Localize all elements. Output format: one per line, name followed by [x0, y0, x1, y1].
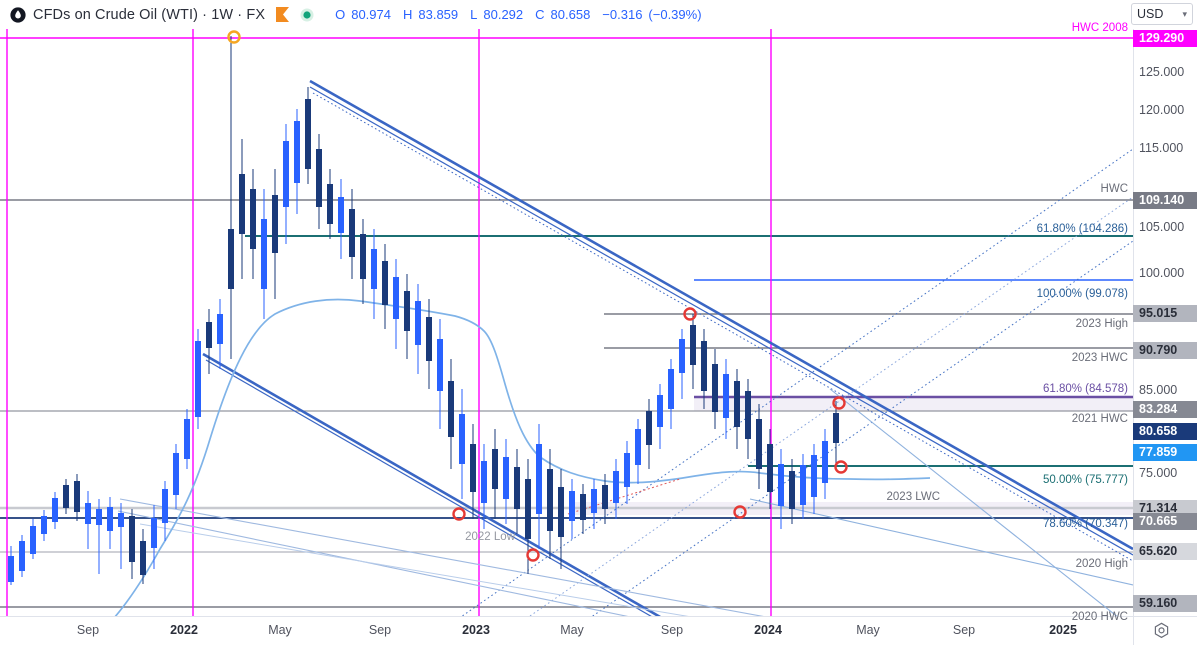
- vertical-separator-lines: [6, 29, 772, 616]
- pivot-markers: [227, 30, 848, 562]
- price-label: 95.015: [1133, 305, 1197, 322]
- price-label: 120.000: [1139, 103, 1185, 117]
- hwc-label: HWC: [1100, 183, 1128, 195]
- time-label: 2023: [462, 623, 490, 637]
- ohlc-change: −0.316: [602, 7, 643, 22]
- chevron-down-icon: ▾: [1182, 8, 1187, 19]
- horizontal-level-lines: [0, 37, 1133, 608]
- price-label: 75.000: [1139, 466, 1178, 480]
- price-axis[interactable]: 129.290 125.000 120.000 115.000 109.140 105.0…: [1133, 29, 1197, 616]
- lwc-2023-label: 2023 LWC: [886, 491, 940, 503]
- fib-5000-75: 50.00% (75.777): [1042, 474, 1128, 486]
- candlestick-series: [8, 36, 839, 585]
- time-label: May: [856, 623, 880, 637]
- price-label: 105.000: [1139, 220, 1185, 234]
- fib-10000-99: 100.00% (99.078): [1036, 288, 1128, 300]
- time-label: Sep: [952, 623, 976, 637]
- high-2023-label: 2023 High: [1075, 318, 1128, 330]
- chart-canvas: [0, 29, 1133, 616]
- price-label: 115.000: [1139, 141, 1184, 155]
- time-axis-separator: [1133, 617, 1134, 645]
- hwc-2008-label: HWC 2008: [1071, 22, 1128, 34]
- fib-6180-104: 61.80% (104.286): [1036, 223, 1128, 235]
- fx-orange-icon[interactable]: [276, 7, 290, 22]
- crude-oil-drop-icon: [10, 6, 26, 23]
- chart-plot-area[interactable]: [0, 29, 1133, 616]
- ohlc-readout: O 80.974 H 83.859 L 80.292 C 80.658 −0.316 (−0.39…: [335, 7, 707, 22]
- currency-selector-value: USD: [1137, 7, 1164, 21]
- time-label: 2022: [170, 623, 198, 637]
- time-label: May: [560, 623, 584, 637]
- fib-7860-70: 78.60% (70.347): [1042, 518, 1128, 530]
- hwc-2020-label: 2020 HWC: [1071, 611, 1128, 623]
- price-label: 65.620: [1133, 543, 1197, 560]
- price-label: 100.000: [1139, 266, 1185, 280]
- hwc-2021-label: 2021 HWC: [1071, 413, 1128, 425]
- ohlc-low: L 80.292: [470, 7, 524, 22]
- price-label: 77.859: [1133, 444, 1197, 461]
- red-dotted-trend: [567, 478, 681, 515]
- currency-selector[interactable]: USD ▾: [1131, 3, 1193, 25]
- price-label: 71.314: [1133, 500, 1197, 517]
- symbol-title[interactable]: CFDs on Crude Oil (WTI) · 1W · FX: [33, 6, 266, 23]
- price-label: 83.284: [1133, 401, 1197, 418]
- descending-channel[interactable]: [202, 79, 1133, 616]
- fib-6180-84: 61.80% (84.578): [1042, 383, 1128, 395]
- price-label: 85.000: [1139, 383, 1178, 397]
- time-axis[interactable]: Sep 2022 May Sep 2023 May Sep 2024 May Sep 2025: [0, 616, 1197, 645]
- time-label: 2025: [1049, 623, 1077, 637]
- ohlc-open: O 80.974: [335, 7, 391, 22]
- chart-header-bar: CFDs on Crude Oil (WTI) · 1W · FX O 80.97…: [0, 0, 1197, 29]
- price-label: 80.658: [1133, 423, 1197, 440]
- moving-average-line: [114, 298, 931, 616]
- chart-settings-icon[interactable]: [1152, 622, 1171, 645]
- hwc-2023-label: 2023 HWC: [1071, 352, 1128, 364]
- ohlc-high: H 83.859: [402, 7, 459, 22]
- price-label: 70.665: [1133, 513, 1197, 530]
- low-2022-label: 2022 Low: [465, 531, 515, 543]
- market-open-green-dot-icon[interactable]: [300, 8, 314, 22]
- time-label: Sep: [76, 623, 100, 637]
- time-label: May: [268, 623, 292, 637]
- high-2020-label: 2020 High: [1075, 558, 1128, 570]
- ohlc-change-pct: (−0.39%): [648, 7, 702, 22]
- price-label: 129.290: [1133, 30, 1197, 47]
- candle: [8, 36, 839, 585]
- ohlc-close: C 80.658: [535, 7, 591, 22]
- price-label: 109.140: [1133, 192, 1197, 209]
- time-label: Sep: [368, 623, 392, 637]
- time-label: 2024: [754, 623, 782, 637]
- time-label: Sep: [660, 623, 684, 637]
- price-label: 125.000: [1139, 65, 1185, 79]
- price-label: 90.790: [1133, 342, 1197, 359]
- price-label: 59.160: [1133, 595, 1197, 612]
